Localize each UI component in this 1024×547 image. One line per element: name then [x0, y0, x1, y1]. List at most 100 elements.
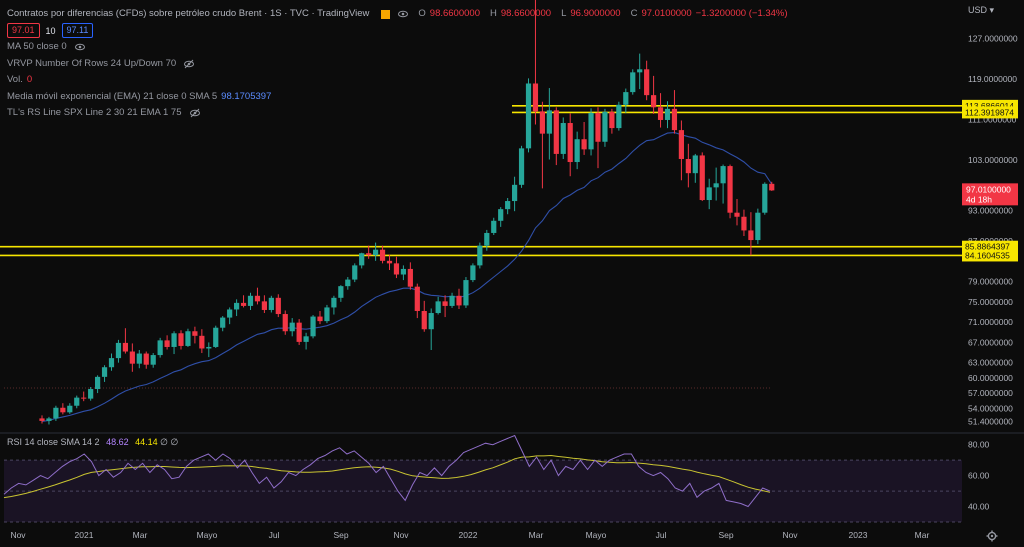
countdown-label: 4d 18h [966, 194, 992, 204]
eye-icon[interactable] [398, 9, 409, 19]
candle-body [296, 322, 302, 342]
currency-selector[interactable]: USD ▾ [968, 5, 994, 16]
candle-body [261, 301, 267, 310]
time-tick-label: 2022 [459, 530, 478, 540]
candle-body [505, 201, 511, 210]
candle-body [706, 187, 712, 201]
candle-body [150, 355, 156, 365]
buy-price-button[interactable]: 97.11 [61, 23, 94, 39]
level-price-box [962, 106, 1018, 119]
candle-body [769, 183, 775, 191]
candle-body [741, 216, 747, 231]
candle-body [498, 209, 504, 221]
level-price-label: 113.6866014 [965, 101, 1014, 111]
candle-body [67, 405, 73, 413]
candle-body [449, 295, 455, 306]
indicator-label: TL's RS Line SPX Line 2 30 21 EMA 1 75 [7, 107, 182, 118]
gear-icon[interactable] [986, 529, 998, 547]
indicator-rs-line[interactable]: TL's RS Line SPX Line 2 30 21 EMA 1 75 [7, 105, 788, 122]
candle-body [206, 346, 212, 349]
currency-label: USD [968, 5, 988, 15]
candle-body [101, 367, 108, 377]
candle-body [581, 139, 587, 150]
eye-icon[interactable] [74, 42, 85, 52]
indicator-value: 0 [26, 74, 33, 85]
candle-body [484, 232, 490, 246]
price-tick-label: 71.0000000 [968, 317, 1013, 327]
price-tick-label: 103.0000000 [968, 155, 1018, 165]
candle-body [609, 111, 615, 129]
candle-body [185, 331, 191, 346]
candle-body [345, 279, 351, 287]
candle-body [171, 333, 177, 347]
rsi-tick-label: 60.00 [968, 471, 990, 481]
indicator-value: 98.1705397 [221, 90, 272, 102]
exchange-logo-icon [381, 9, 391, 19]
candles-group [39, 0, 775, 425]
candle-body [122, 342, 128, 352]
candle-body [477, 245, 483, 266]
candle-body [671, 108, 678, 131]
price-tick-label: 57.0000000 [968, 388, 1013, 398]
rsi-legend[interactable]: RSI 14 close SMA 14 2 48.62 44.14 ∅ ∅ [7, 437, 178, 448]
ohlc-close-label: C [630, 8, 638, 19]
candle-body [81, 397, 87, 399]
rsi-label: RSI 14 close SMA 14 2 [7, 437, 100, 447]
symbol-title: Contratos por diferencias (CFDs) sobre p… [7, 8, 370, 19]
candle-body [491, 220, 497, 233]
price-tick-label: 51.4000000 [968, 416, 1013, 426]
candle-body [442, 301, 448, 306]
rsi-line [3, 434, 771, 508]
candle-body [268, 297, 274, 310]
price-tick-label: 75.0000000 [968, 297, 1013, 307]
candle-body [602, 111, 608, 142]
candle-body [623, 92, 629, 105]
candle-body [324, 307, 330, 322]
candle-body [157, 340, 163, 356]
candle-body [463, 280, 469, 306]
price-tick-label: 119.0000000 [968, 74, 1017, 84]
candle-body [546, 110, 552, 134]
candle-body [53, 407, 59, 419]
candle-body [178, 333, 184, 346]
candle-body [637, 69, 643, 73]
candle-body [678, 130, 684, 159]
sell-price-button[interactable]: 97.01 [7, 23, 40, 39]
candle-body [762, 183, 768, 213]
eye-icon[interactable] [189, 108, 200, 118]
candle-body [407, 268, 413, 287]
eye-icon[interactable] [184, 59, 195, 69]
price-tick-label: 93.0000000 [968, 206, 1013, 216]
indicator-volume[interactable]: Vol. 0 [7, 72, 788, 89]
indicator-label: VRVP Number Of Rows 24 Up/Down 70 [7, 57, 177, 69]
rsi-value: 48.62 [106, 437, 129, 447]
indicator-vrvp[interactable]: VRVP Number Of Rows 24 Up/Down 70 [7, 56, 788, 73]
indicator-label: MA 50 close 0 [7, 41, 67, 52]
candle-body [213, 327, 219, 347]
candle-body [379, 249, 386, 261]
candle-body [428, 313, 434, 330]
bid-ask-row: 97.01 10 97.11 [7, 23, 788, 40]
candle-body [713, 183, 719, 188]
time-tick-label: 2023 [849, 530, 868, 540]
time-tick-label: Mar [915, 530, 930, 540]
candle-body [303, 336, 309, 342]
price-tick-label: 54.0000000 [968, 403, 1013, 413]
candle-body [727, 166, 733, 213]
candle-body [651, 95, 657, 108]
candle-body [129, 351, 135, 364]
candle-body [254, 295, 261, 302]
rsi-tick-label: 40.00 [968, 502, 990, 512]
candle-body [46, 418, 52, 421]
candle-body [699, 155, 705, 201]
indicator-ma50[interactable]: MA 50 close 0 [7, 39, 788, 56]
candle-body [60, 407, 66, 413]
indicator-ema[interactable]: Media móvil exponencial (EMA) 21 close 0… [7, 89, 788, 106]
candle-body [247, 295, 254, 306]
spread-value: 10 [45, 25, 56, 36]
time-tick-label: Jul [269, 530, 280, 540]
candle-body [164, 340, 170, 347]
candle-body [74, 397, 80, 406]
candle-body [282, 314, 288, 332]
